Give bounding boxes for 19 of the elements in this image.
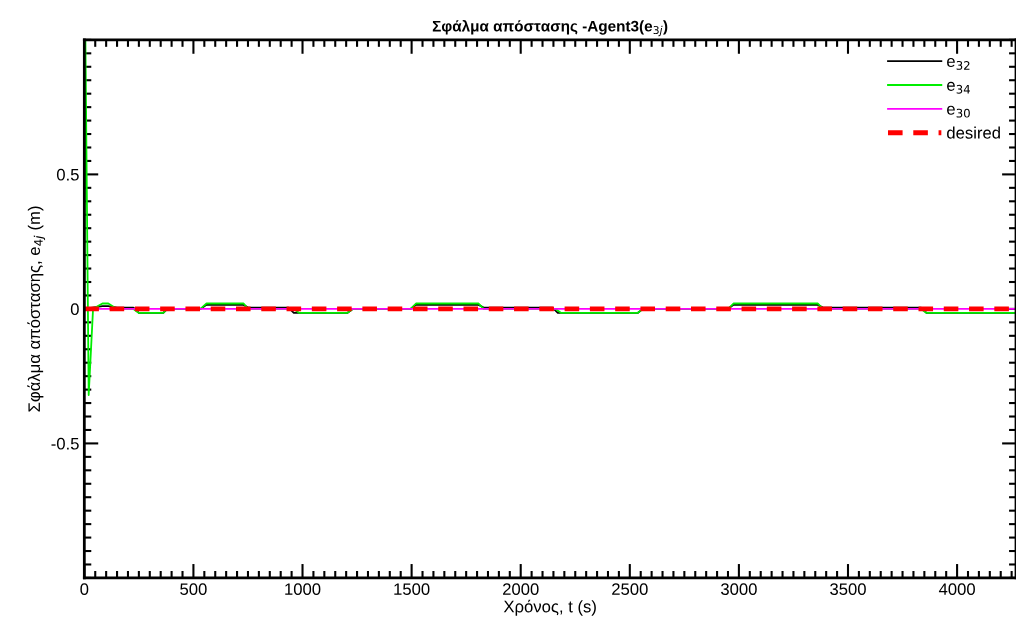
x-tick-label: 500: [180, 583, 207, 596]
x-tick-label: 3500: [830, 583, 866, 596]
x-tick-label: 1000: [285, 583, 321, 596]
x-tick-label: 4000: [938, 583, 975, 596]
legend-label: desired: [947, 126, 1000, 139]
y-tick-label: 0.5: [56, 168, 79, 181]
y-tick-label: 0: [70, 303, 79, 316]
x-tick-label: 0: [80, 583, 89, 596]
y-axis-title: Σφάλμα απόστασης, e$_{4j}$ (m): [27, 206, 46, 412]
legend-label: e$_{34}$: [947, 81, 970, 94]
x-axis-title: Χρόνος, t (s): [503, 599, 596, 616]
x-tick-label: 1500: [394, 583, 430, 596]
chart-title: Σφάλμα απόστασης -Agent3(e$_{3j}$): [432, 19, 668, 37]
legend-label: e$_{30}$: [947, 105, 970, 118]
x-tick-label: 3000: [721, 583, 757, 596]
x-tick-label: 2500: [612, 583, 648, 596]
x-tick-label: 2000: [503, 583, 539, 596]
y-tick-label: -0.5: [51, 437, 79, 450]
legend-label: e$_{32}$: [947, 57, 970, 70]
